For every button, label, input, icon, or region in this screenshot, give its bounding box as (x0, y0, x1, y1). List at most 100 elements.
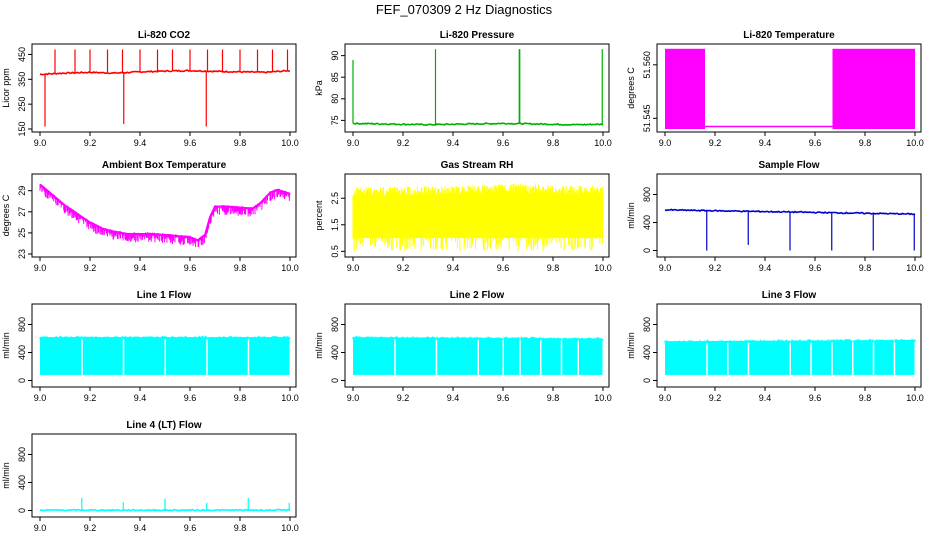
x-tick-label: 10.0 (906, 263, 924, 273)
panel-title: Line 2 Flow (450, 290, 505, 301)
panel-title: Ambient Box Temperature (102, 160, 227, 171)
flow-segment (895, 339, 915, 375)
x-tick-label: 9.4 (447, 138, 460, 148)
panel-title: Sample Flow (758, 160, 819, 171)
x-tick-label: 9.8 (234, 393, 247, 403)
x-tick-label: 9.6 (809, 138, 822, 148)
y-tick-label: 400 (17, 345, 27, 360)
flow-segment (504, 337, 520, 375)
y-tick-label: 80 (330, 94, 340, 104)
panel-5: Sample Flow ml/min 9.0 9.2 9.4 9.6 9.8 10.0 0 400… (626, 160, 924, 273)
x-tick-label: 9.2 (709, 138, 722, 148)
x-tick-label: 9.2 (709, 263, 722, 273)
x-tick-label: 9.8 (547, 393, 560, 403)
y-tick-label: 0 (17, 378, 27, 383)
y-tick-label: 800 (642, 317, 652, 332)
flow-segment (791, 340, 811, 375)
y-tick-label: 800 (17, 317, 27, 332)
y-tick-label: 23 (17, 249, 27, 259)
y-tick-label: 1.5 (330, 219, 340, 232)
plot-frame (656, 303, 922, 388)
flow-segment (728, 340, 748, 375)
series-noise (39, 184, 291, 248)
series-line (352, 121, 604, 126)
x-tick-label: 10.0 (594, 393, 612, 403)
y-axis-label: ml/min (1, 332, 11, 359)
temperature-band (665, 48, 705, 129)
panel-4: Gas Stream RH percent 9.0 9.2 9.4 9.6 9.8 10.0 0… (314, 160, 612, 273)
flow-segment (541, 338, 561, 375)
series-line (39, 508, 291, 512)
y-axis-label: Licor ppm (1, 68, 11, 108)
plot-frame (31, 303, 297, 388)
x-tick-label: 9.4 (134, 393, 147, 403)
rh-series (352, 183, 604, 252)
x-tick-label: 9.6 (809, 263, 822, 273)
flow-noise (664, 338, 916, 344)
x-tick-label: 9.8 (859, 263, 872, 273)
x-tick-label: 10.0 (281, 523, 299, 533)
flow-segment (82, 337, 123, 375)
x-tick-label: 9.4 (759, 138, 772, 148)
y-axis-label: kPa (314, 80, 324, 96)
flow-segment (353, 337, 395, 375)
y-tick-label: 400 (642, 215, 652, 230)
temperature-band (832, 48, 915, 129)
y-axis-label: degrees C (1, 194, 11, 236)
x-tick-label: 9.0 (659, 138, 672, 148)
y-tick-label: 0.5 (330, 245, 340, 258)
plot-frame (344, 43, 610, 133)
y-tick-label: 27 (17, 207, 27, 217)
flow-segment (811, 340, 832, 375)
y-axis-label: ml/min (626, 202, 636, 229)
y-tick-label: 800 (330, 317, 340, 332)
y-tick-label: 800 (642, 187, 652, 202)
x-tick-label: 9.2 (709, 393, 722, 403)
x-tick-label: 9.4 (134, 263, 147, 273)
y-axis-label: ml/min (1, 462, 11, 489)
x-tick-label: 9.6 (497, 263, 510, 273)
panel-title: Line 1 Flow (137, 290, 192, 301)
panel-7: Line 2 Flow ml/min 9.0 9.2 9.4 9.6 9.8 10.0 0 400… (314, 290, 612, 403)
figure-title: FEF_070309 2 Hz Diagnostics (376, 2, 553, 17)
flow-segment (707, 341, 727, 375)
flow-segment (124, 337, 165, 375)
panel-3: Ambient Box Temperature degrees C 9.0 9.2 9.… (1, 160, 299, 273)
flow-noise (39, 335, 291, 340)
panel-9: Line 4 (LT) Flow ml/min 9.0 9.2 9.4 9.6 9.8 10.… (1, 420, 299, 533)
x-tick-label: 9.2 (84, 523, 97, 533)
flow-segment (395, 337, 436, 375)
x-tick-label: 9.4 (759, 263, 772, 273)
x-tick-label: 9.8 (547, 263, 560, 273)
y-tick-label: 25 (17, 228, 27, 238)
flow-segment (437, 337, 478, 375)
x-tick-label: 9.4 (134, 138, 147, 148)
x-tick-label: 9.8 (234, 523, 247, 533)
x-tick-label: 9.2 (84, 393, 97, 403)
x-tick-label: 9.2 (84, 263, 97, 273)
flow-segment (249, 337, 290, 375)
y-tick-label: 0 (330, 378, 340, 383)
panel-title: Li-820 CO2 (138, 30, 191, 41)
x-tick-label: 9.8 (547, 138, 560, 148)
plot-frame (31, 173, 297, 258)
x-tick-label: 10.0 (281, 393, 299, 403)
flow-segment (207, 337, 248, 375)
flow-segment (166, 337, 207, 375)
x-tick-label: 9.0 (34, 523, 47, 533)
x-tick-label: 9.8 (234, 263, 247, 273)
flow-segment (579, 338, 603, 375)
y-tick-label: 90 (330, 51, 340, 61)
y-tick-label: 0 (642, 248, 652, 253)
flow-noise (352, 335, 604, 341)
panel-title: Li-820 Pressure (440, 30, 515, 41)
y-tick-label: 51.560 (642, 51, 652, 79)
y-tick-label: 250 (17, 97, 27, 112)
y-tick-label: 150 (17, 121, 27, 136)
x-tick-label: 9.4 (447, 393, 460, 403)
y-tick-label: 450 (17, 47, 27, 62)
flow-segment (479, 337, 503, 375)
x-tick-label: 9.8 (234, 138, 247, 148)
flow-segment (562, 338, 578, 375)
